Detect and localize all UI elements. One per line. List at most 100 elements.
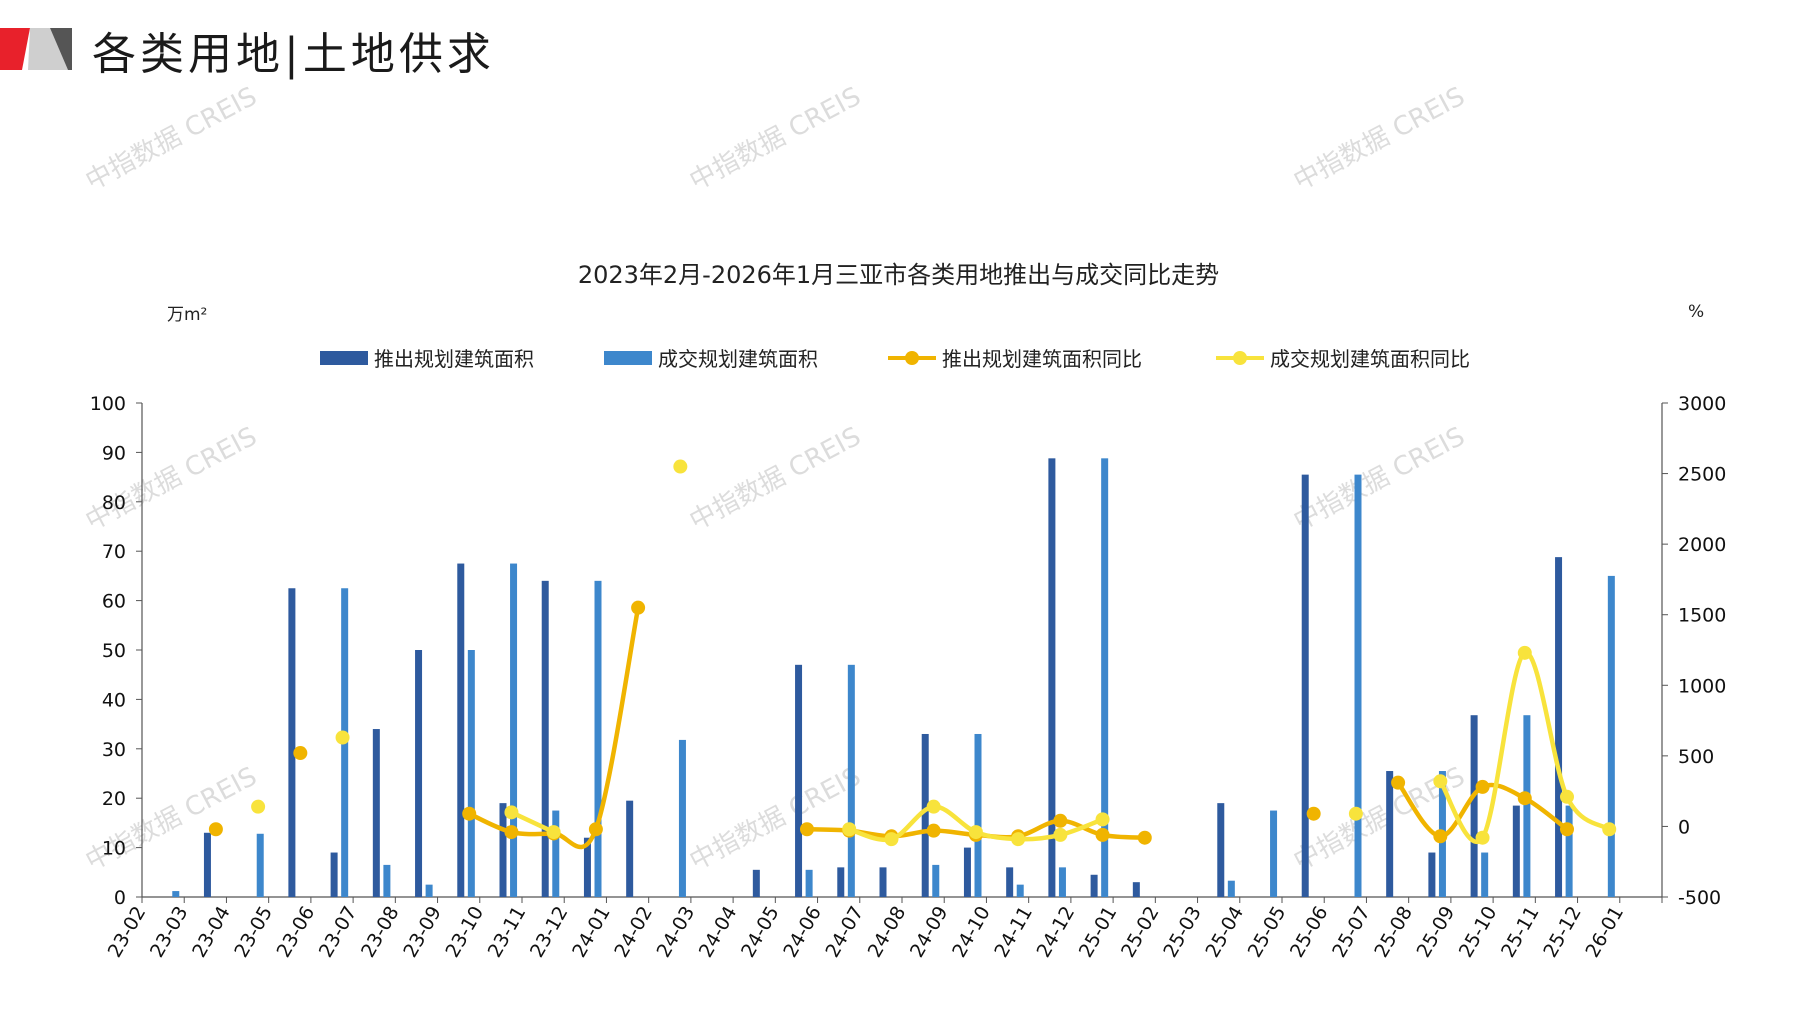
deal-yoy-point [1053,827,1068,842]
y-right-tick-label: 500 [1678,746,1714,768]
y-right-tick-label: 2000 [1678,534,1726,556]
bar-launch-area [1555,557,1563,897]
bar-launch-area [457,563,465,897]
x-tick-label: 25-08 [1370,903,1417,962]
legend-item-launch-yoy: 推出规划建筑面积同比 [888,343,1142,372]
launch-yoy-point [588,822,603,837]
bar-deal-area [1354,474,1362,897]
bar-launch-area [1470,715,1478,897]
launch-yoy-point [1433,829,1448,844]
y-right-tick-label: 1000 [1678,675,1726,697]
bar-launch-area [1217,803,1225,897]
bar-launch-area [541,580,549,897]
bar-deal-area [847,664,855,897]
legend-item-launch-area: 推出规划建筑面积 [320,343,534,372]
deal-yoy-point [1095,812,1110,827]
left-axis-unit: 万m² [167,305,208,325]
x-tick-label: 24-10 [948,903,995,962]
x-tick-label: 23-02 [104,903,151,962]
launch-yoy-point [208,822,223,837]
y-left-tick-label: 100 [90,393,126,415]
x-tick-label: 24-05 [737,903,784,962]
bar-deal-area [383,864,391,897]
bar-launch-area [795,664,803,897]
deal-yoy-point [1560,789,1574,804]
deal-yoy-point [251,799,266,814]
x-tick-label: 23-03 [146,903,193,962]
bar-launch-area [330,852,338,897]
x-tick-label: 25-11 [1497,903,1544,962]
bar-launch-area [288,588,296,897]
brand-logo [0,28,72,70]
deal-yoy-point [546,825,561,840]
bar-launch-area [1006,867,1014,897]
bar-deal-area [256,833,264,897]
page-title: 各类用地|土地供求 [92,29,495,80]
x-tick-label: 25-03 [1159,903,1206,962]
launch-yoy-point [293,746,308,761]
bar-deal-area [1607,575,1615,897]
bar-deal-area [594,580,602,897]
legend-item-deal-area: 成交规划建筑面积 [604,343,818,372]
logo-dark-shape [50,28,72,70]
bar-launch-area [752,869,760,897]
legend-swatch [1216,350,1264,365]
bar-launch-area [415,650,423,897]
launch-yoy-point [1391,775,1406,790]
bar-deal-area [1016,884,1024,897]
bar-deal-area [1481,852,1489,897]
x-tick-label: 25-07 [1328,903,1375,962]
y-right-tick-label: -500 [1678,887,1721,909]
x-tick-label: 24-12 [1033,903,1080,962]
bar-launch-area [963,847,971,897]
x-tick-label: 24-06 [779,903,826,962]
deal-yoy-point [884,832,899,847]
bar-deal-area [1227,880,1235,897]
x-tick-label: 23-08 [357,903,404,962]
x-tick-label: 24-08 [864,903,911,962]
bar-deal-area [1565,805,1573,897]
x-tick-label: 25-05 [1244,903,1291,962]
bar-deal-area [1101,458,1109,897]
x-tick-label: 23-12 [526,903,573,962]
bar-launch-area [837,867,845,897]
bar-launch-area [1090,874,1098,897]
bar-launch-area [1048,458,1056,897]
y-left-tick-label: 50 [102,640,126,662]
x-tick-label: 23-07 [315,903,362,962]
x-tick-label: 25-04 [1201,903,1248,962]
deal-yoy-point [504,805,519,820]
deal-yoy-point [1433,774,1448,789]
bar-deal-area [805,869,813,897]
bar-launch-area [879,867,887,897]
legend-swatch [604,350,652,365]
bar-launch-area [1301,474,1309,897]
deal-yoy-point [842,822,857,837]
bar-deal-area [1270,810,1278,897]
bar-launch-area [583,837,591,897]
y-left-tick-label: 20 [102,788,126,810]
bar-deal-area [1523,715,1531,897]
x-tick-label: 23-05 [230,903,277,962]
legend-label: 成交规划建筑面积 [658,347,818,371]
bar-deal-area [1058,867,1066,897]
y-left-tick-label: 60 [102,591,126,613]
bar-deal-area [510,563,518,897]
deal-yoy-point [1602,822,1617,837]
y-left-tick-label: 80 [102,492,126,514]
legend-label: 成交规划建筑面积同比 [1270,347,1470,371]
logo-red-shape [0,28,30,70]
launch-yoy-point [631,600,646,615]
right-axis-unit: % [1688,302,1705,322]
bar-deal-area [467,650,475,897]
launch-yoy-point [1053,813,1068,828]
x-tick-label: 24-11 [990,903,1037,962]
y-left-tick-label: 0 [114,887,126,909]
bar-launch-area [921,733,929,897]
x-tick-label: 24-09 [906,903,953,962]
bar-launch-area [1512,805,1520,897]
x-tick-label: 23-09 [399,903,446,962]
x-tick-label: 25-06 [1286,903,1333,962]
y-right-tick-label: 0 [1678,816,1690,838]
